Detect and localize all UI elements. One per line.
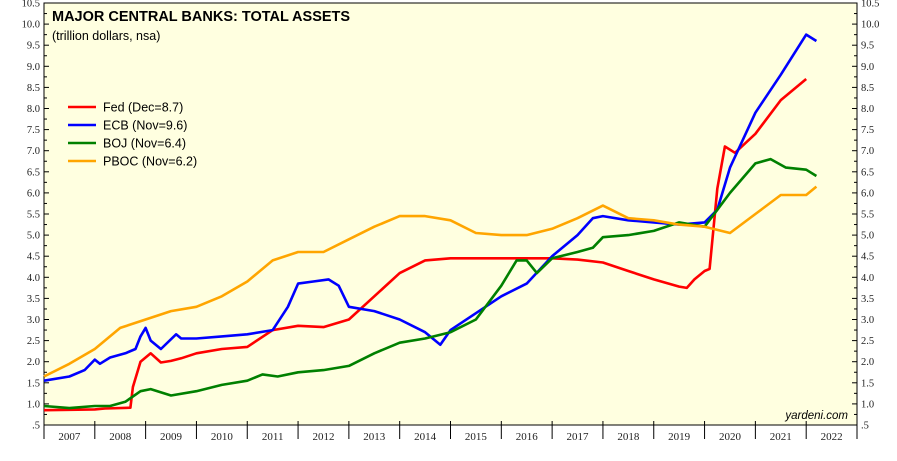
y-tick-label-left: 8.5 — [27, 83, 40, 94]
y-tick-label-right: 7.0 — [861, 146, 874, 157]
series-line-fed — [43, 78, 808, 412]
y-tick-label-left: 6.0 — [27, 188, 40, 199]
x-tick-label: 2009 — [160, 431, 183, 443]
x-tick-label: 2013 — [363, 431, 386, 443]
series-line-boj — [43, 157, 818, 410]
y-tick-label-left: 3.5 — [27, 294, 40, 305]
y-tick-label-left: 7.5 — [27, 125, 40, 136]
y-tick-label-right: 2.0 — [861, 357, 874, 368]
y-tick-label-right: 7.5 — [861, 125, 874, 136]
y-tick-label-right: 1.5 — [861, 378, 874, 389]
x-tick-label: 2019 — [668, 431, 691, 443]
y-tick-label-left: 1.0 — [27, 399, 40, 410]
legend-label-ecb: ECB (Nov=9.6) — [103, 119, 187, 133]
source-credit: yardeni.com — [784, 410, 848, 422]
y-tick-label-left: 10.5 — [22, 0, 40, 10]
y-tick-label-right: 3.0 — [861, 315, 874, 326]
x-tick-label: 2015 — [465, 431, 488, 443]
x-tick-label: 2008 — [109, 431, 132, 443]
y-tick-label-left: 2.5 — [27, 336, 40, 347]
x-tick-label: 2021 — [770, 431, 792, 443]
y-tick-label-left: 8.0 — [27, 104, 40, 115]
y-tick-label-right: 5.0 — [861, 231, 874, 242]
y-tick-label-right: 8.5 — [861, 83, 874, 94]
x-tick-label: 2016 — [516, 431, 539, 443]
y-tick-label-left: 6.5 — [27, 167, 40, 178]
chart-title: MAJOR CENTRAL BANKS: TOTAL ASSETS — [52, 9, 350, 25]
y-tick-label-right: 4.5 — [861, 252, 874, 263]
x-tick-label: 2022 — [821, 431, 843, 443]
x-tick-label: 2012 — [312, 431, 334, 443]
legend: Fed (Dec=8.7) ECB (Nov=9.6) BOJ (Nov=6.4) P… — [68, 101, 197, 169]
y-tick-label-left: 3.0 — [27, 315, 40, 326]
y-tick-label-left: 4.0 — [27, 273, 40, 284]
y-axis-left: .5 1.0 1.5 2.0 2.5 3.0 3.5 4.0 4.5 5.0 5.5 6.0 6.5 7.… — [22, 0, 49, 432]
y-tick-label-right: 9.5 — [861, 41, 874, 52]
y-tick-label-left: 9.5 — [27, 41, 40, 52]
y-tick-label-left: 5.0 — [27, 231, 40, 242]
y-tick-label-right: 5.5 — [861, 210, 874, 221]
y-tick-label-right: 3.5 — [861, 294, 874, 305]
plot-background — [43, 2, 858, 426]
y-tick-label-right: 9.0 — [861, 62, 874, 73]
y-tick-label-left: 9.0 — [27, 62, 40, 73]
y-tick-label-right: 10.5 — [861, 0, 879, 10]
y-tick-label-left: 7.0 — [27, 146, 40, 157]
x-tick-label: 2011 — [262, 431, 284, 443]
y-tick-label-right: 8.0 — [861, 104, 874, 115]
x-tick-label: 2017 — [567, 431, 590, 443]
y-tick-label-left: 10.0 — [22, 20, 40, 31]
y-tick-label-right: 4.0 — [861, 273, 874, 284]
y-tick-label-right: 1.0 — [861, 399, 874, 410]
y-tick-label-right: .5 — [861, 421, 869, 432]
y-tick-label-right: 2.5 — [861, 336, 874, 347]
y-tick-label-right: 6.5 — [861, 167, 874, 178]
legend-label-pboc: PBOC (Nov=6.2) — [103, 155, 197, 169]
x-tick-label: 2020 — [719, 431, 742, 443]
legend-label-fed: Fed (Dec=8.7) — [103, 101, 183, 115]
y-axis-right: .5 1.0 1.5 2.0 2.5 3.0 3.5 4.0 4.5 5.0 5.5 6.0 6.5 7.… — [852, 0, 879, 432]
x-tick-label: 2007 — [58, 431, 81, 443]
x-tick-label: 2018 — [617, 431, 640, 443]
y-tick-label-left: 5.5 — [27, 210, 40, 221]
chart-subtitle: (trillion dollars, nsa) — [52, 29, 160, 43]
y-tick-label-left: 2.0 — [27, 357, 40, 368]
x-tick-label: 2014 — [414, 431, 437, 443]
series-layer — [43, 33, 818, 412]
y-tick-label-right: 10.0 — [861, 20, 879, 31]
y-tick-label-left: 4.5 — [27, 252, 40, 263]
y-tick-label-left: 1.5 — [27, 378, 40, 389]
x-axis: 2007 2008 2009 2010 2011 2012 2013 2014 2015 2016… — [43, 421, 858, 443]
y-tick-label-right: 6.0 — [861, 188, 874, 199]
legend-label-boj: BOJ (Nov=6.4) — [103, 137, 186, 151]
x-tick-label: 2010 — [211, 431, 234, 443]
series-line-pboc — [43, 185, 818, 378]
y-tick-label-left: .5 — [32, 421, 40, 432]
